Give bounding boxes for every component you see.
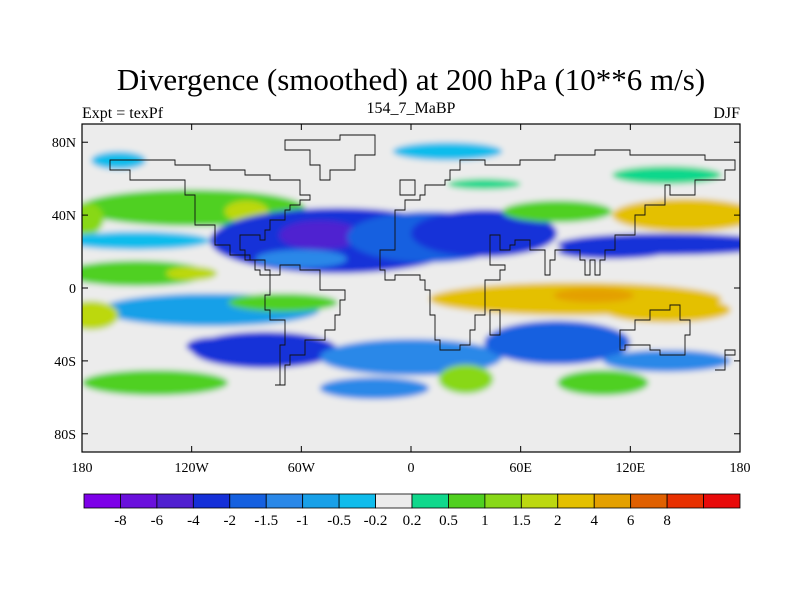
colorbar-swatch-9 — [411, 493, 449, 509]
coastline-3 — [379, 149, 736, 351]
colorbar-label-0: -8 — [114, 513, 127, 529]
colorbar-swatch-11 — [484, 493, 522, 509]
colorbar-label-8: 0.2 — [403, 513, 422, 529]
field-region-13 — [447, 178, 521, 190]
coastline-2 — [284, 134, 376, 181]
field-region-8 — [411, 209, 558, 258]
colorbar-swatch-5 — [265, 493, 304, 509]
colorbar-swatch-13 — [557, 493, 595, 509]
colorbar-label-6: -0.5 — [327, 513, 351, 529]
field-region-26 — [484, 320, 631, 365]
colorbar-label-15: 8 — [663, 513, 671, 529]
left-subtitle: Expt = texPf — [82, 105, 164, 122]
colorbar-swatch-2 — [156, 493, 194, 509]
field-region-18 — [228, 293, 338, 312]
colorbar-label-13: 4 — [590, 513, 598, 529]
colorbar-label-14: 6 — [627, 513, 635, 529]
coastline-6 — [489, 309, 501, 336]
x-tick-label-3: 0 — [408, 461, 415, 476]
coastline-4 — [619, 304, 691, 356]
field-region-16 — [255, 249, 348, 268]
field-region-32 — [392, 142, 503, 161]
plot-area — [82, 124, 740, 452]
colorbar-label-1: -6 — [151, 513, 164, 529]
field-region-33 — [612, 165, 722, 185]
field-region-29 — [557, 370, 649, 396]
y-tick-label-3: 40S — [54, 355, 76, 370]
field-region-21 — [553, 288, 634, 303]
colorbar-label-10: 1 — [481, 513, 489, 529]
colorbar-swatch-15 — [630, 493, 668, 509]
colorbar-swatch-14 — [593, 493, 632, 509]
colorbar-swatch-10 — [448, 493, 486, 509]
y-tick-label-0: 80N — [52, 136, 76, 151]
colorbar-label-11: 1.5 — [512, 513, 531, 529]
colorbar-swatch-17 — [703, 493, 741, 509]
field-region-27 — [82, 370, 229, 396]
x-tick-label-4: 60E — [509, 461, 532, 476]
field-region-15 — [166, 266, 218, 281]
colorbar-swatch-1 — [120, 493, 158, 509]
field-region-19 — [82, 300, 119, 330]
field-region-30 — [319, 377, 430, 400]
field-region-14 — [82, 260, 210, 287]
coastline-7 — [399, 179, 416, 196]
colorbar: -8 -6 -4 -2 -1.5 -1 -0.5 -0.2 0.2 0.5 1 1.5 2 4 6 8 — [83, 493, 741, 529]
colorbar-label-5: -1 — [296, 513, 309, 529]
field-region-6 — [279, 220, 360, 250]
colorbar-swatch-16 — [666, 493, 704, 509]
field-region-24 — [186, 337, 242, 356]
colorbar-swatch-8 — [375, 493, 413, 509]
colorbar-label-12: 2 — [554, 513, 562, 529]
y-tick-label-1: 40N — [52, 209, 76, 224]
field-region-31 — [602, 349, 731, 372]
x-tick-label-6: 180 — [730, 461, 751, 476]
colorbar-label-7: -0.2 — [364, 513, 388, 529]
field-region-12 — [502, 200, 613, 223]
y-tick-label-4: 80S — [54, 428, 76, 443]
coastline-5 — [715, 349, 736, 371]
colorbar-swatch-0 — [83, 493, 121, 509]
x-tick-label-0: 180 — [72, 461, 93, 476]
colorbar-swatch-3 — [192, 493, 231, 509]
field-region-10 — [557, 244, 667, 259]
field-region-3 — [82, 202, 104, 236]
coastline-1 — [264, 264, 346, 386]
x-tick-label-5: 120E — [616, 461, 646, 476]
x-tick-label-2: 60W — [288, 461, 316, 476]
coastlines — [109, 134, 736, 386]
colorbar-label-2: -4 — [187, 513, 200, 529]
right-subtitle: DJF — [713, 105, 740, 122]
colorbar-swatch-6 — [302, 493, 340, 509]
y-axis: 80N 40N 0 40S 80S — [52, 136, 740, 443]
field-region-28 — [438, 364, 494, 394]
colorbar-swatch-12 — [520, 493, 559, 509]
field-region-4 — [82, 231, 210, 250]
colorbar-label-3: -2 — [224, 513, 237, 529]
coastline-0 — [109, 159, 311, 276]
colorbar-swatch-4 — [229, 493, 267, 509]
divergence-field — [82, 124, 740, 452]
x-axis: 180 120W 60W 0 60E 120E 180 — [72, 124, 751, 476]
y-tick-label-2: 0 — [69, 282, 76, 297]
colorbar-label-9: 0.5 — [439, 513, 458, 529]
center-subtitle: 154_7_MaBP — [367, 100, 456, 117]
chart-title: Divergence (smoothed) at 200 hPa (10**6 … — [117, 62, 705, 97]
x-tick-label-1: 120W — [175, 461, 210, 476]
colorbar-label-4: -1.5 — [254, 513, 278, 529]
field-region-11 — [612, 198, 740, 232]
colorbar-swatch-7 — [338, 493, 376, 509]
